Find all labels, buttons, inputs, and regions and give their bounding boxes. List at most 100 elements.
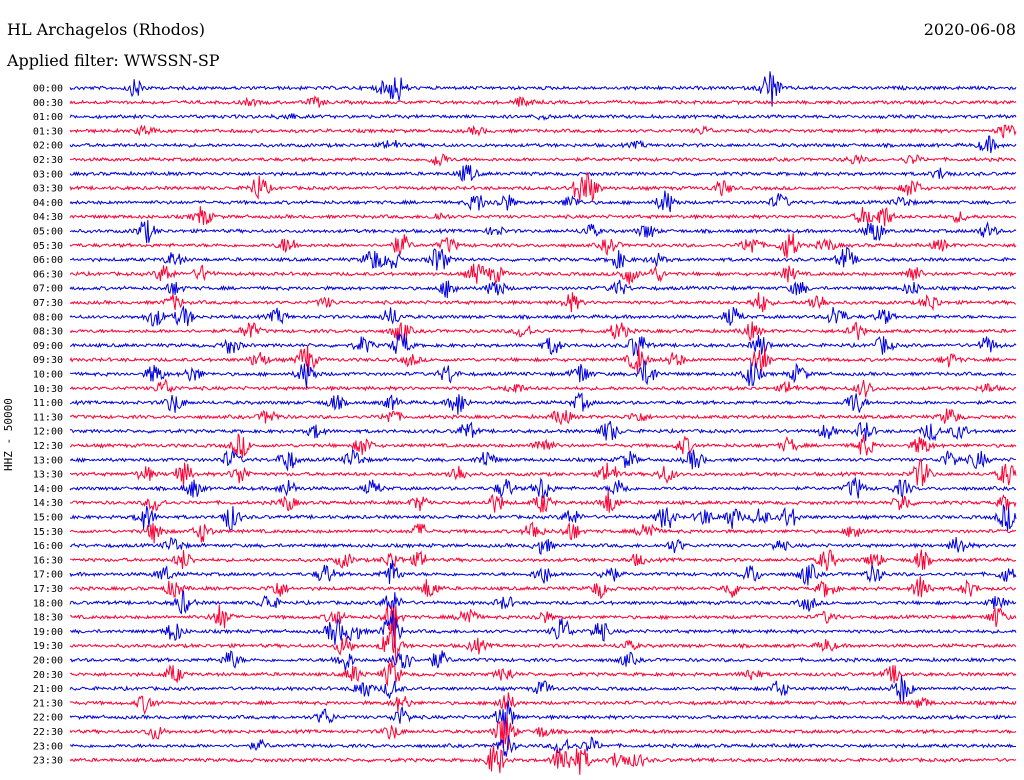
seismic-trace-line xyxy=(69,124,1017,139)
time-tick-label: 12:00 xyxy=(33,427,63,438)
seismic-trace-line xyxy=(69,206,1017,227)
seismic-trace-line xyxy=(69,71,1017,107)
time-tick-label: 13:00 xyxy=(33,455,63,466)
seismic-trace-line xyxy=(69,675,1017,704)
time-tick-label: 11:00 xyxy=(33,398,63,409)
time-tick-label: 13:30 xyxy=(33,470,63,481)
recording-date: 2020-06-08 xyxy=(923,20,1016,39)
seismic-trace-line xyxy=(69,171,1017,202)
time-tick-label: 22:00 xyxy=(33,713,63,724)
time-tick-label: 05:30 xyxy=(33,241,63,252)
seismic-trace-line xyxy=(69,458,1017,488)
seismic-trace-line xyxy=(69,659,1017,687)
time-tick-label: 03:30 xyxy=(33,184,63,195)
time-tick-label: 17:00 xyxy=(33,570,63,581)
time-tick-label: 20:30 xyxy=(33,670,63,681)
seismic-trace-line xyxy=(69,692,1017,716)
seismic-trace-line xyxy=(69,279,1017,299)
seismic-trace-line xyxy=(69,95,1017,108)
seismic-trace-line xyxy=(69,359,1017,389)
time-tick-label: 22:30 xyxy=(33,727,63,738)
seismic-trace-line xyxy=(69,391,1017,415)
time-tick-label: 18:00 xyxy=(33,598,63,609)
seismic-trace-line xyxy=(69,610,1017,648)
seismic-trace-line xyxy=(69,233,1017,259)
time-tick-label: 12:30 xyxy=(33,441,63,452)
seismic-trace-line xyxy=(69,477,1017,499)
seismic-trace-line xyxy=(69,321,1017,344)
seismic-trace-line xyxy=(69,378,1017,398)
seismic-trace-line xyxy=(69,420,1017,442)
time-tick-label: 07:30 xyxy=(33,298,63,309)
seismic-trace-line xyxy=(69,604,1017,632)
seismic-trace-line xyxy=(69,560,1017,586)
time-tick-label: 05:00 xyxy=(33,227,63,238)
filter-label: Applied filter: WWSSN-SP xyxy=(7,51,220,70)
time-tick-label: 10:30 xyxy=(33,384,63,395)
time-tick-label: 16:30 xyxy=(33,555,63,566)
time-tick-label: 11:30 xyxy=(33,412,63,423)
time-tick-label: 08:30 xyxy=(33,327,63,338)
seismic-trace-line xyxy=(69,135,1017,154)
seismic-trace-line xyxy=(69,433,1017,458)
seismic-trace-line xyxy=(69,650,1017,672)
seismic-trace-line xyxy=(69,263,1017,285)
time-tick-label: 19:30 xyxy=(33,641,63,652)
time-tick-label: 10:00 xyxy=(33,370,63,381)
time-tick-label: 21:00 xyxy=(33,684,63,695)
time-tick-label: 01:00 xyxy=(33,112,63,123)
time-tick-label: 18:30 xyxy=(33,613,63,624)
time-tick-label: 17:30 xyxy=(33,584,63,595)
time-tick-label: 03:00 xyxy=(33,169,63,180)
time-tick-label: 14:00 xyxy=(33,484,63,495)
time-tick-label: 19:00 xyxy=(33,627,63,638)
time-tick-label: 06:00 xyxy=(33,255,63,266)
time-tick-label: 04:30 xyxy=(33,212,63,223)
time-tick-label: 06:30 xyxy=(33,269,63,280)
time-tick-label: 23:30 xyxy=(33,756,63,767)
seismic-trace-line xyxy=(69,113,1017,121)
seismic-trace-line xyxy=(69,345,1017,374)
seismic-trace-line xyxy=(69,549,1017,572)
seismic-trace-line xyxy=(69,305,1017,327)
seismic-trace-line xyxy=(69,292,1017,313)
time-tick-label: 00:00 xyxy=(33,84,63,95)
time-tick-label: 21:30 xyxy=(33,698,63,709)
time-tick-label: 04:00 xyxy=(33,198,63,209)
seismic-trace-line xyxy=(70,332,1017,357)
seismic-trace-line xyxy=(69,153,1017,168)
seismic-trace-line xyxy=(69,700,1017,736)
seismic-trace-line xyxy=(69,735,1016,757)
seismic-trace-line xyxy=(69,490,1017,513)
time-tick-label: 01:30 xyxy=(33,126,63,137)
seismic-trace-line xyxy=(69,408,1017,426)
time-tick-label: 16:00 xyxy=(33,541,63,552)
seismic-trace-line xyxy=(69,219,1017,244)
time-tick-label: 02:30 xyxy=(33,155,63,166)
seismic-trace-line xyxy=(69,190,1017,213)
time-tick-label: 09:30 xyxy=(33,355,63,366)
time-tick-label: 09:00 xyxy=(33,341,63,352)
seismic-trace-line xyxy=(69,448,1017,472)
seismic-trace-line xyxy=(69,503,1017,531)
seismic-trace-line xyxy=(69,245,1017,271)
seismic-trace-line xyxy=(69,745,1017,775)
time-tick-label: 23:00 xyxy=(33,741,63,752)
time-tick-label: 02:00 xyxy=(33,141,63,152)
seismic-trace-line xyxy=(69,521,1017,544)
time-tick-label: 08:00 xyxy=(33,312,63,323)
time-tick-label: 00:30 xyxy=(33,98,63,109)
time-tick-label: 20:00 xyxy=(33,656,63,667)
seismic-trace-line xyxy=(69,590,1017,615)
station-title: HL Archagelos (Rhodos) xyxy=(7,20,205,39)
seismic-trace-line xyxy=(69,623,1017,663)
time-tick-label: 15:30 xyxy=(33,527,63,538)
seismic-trace-line xyxy=(69,536,1017,556)
seismic-trace-line xyxy=(69,164,1017,183)
time-tick-label: 07:00 xyxy=(33,284,63,295)
time-tick-label: 15:00 xyxy=(33,513,63,524)
seismic-trace-line xyxy=(69,716,1017,750)
time-tick-label: 14:30 xyxy=(33,498,63,509)
seismic-trace-line xyxy=(69,576,1016,600)
